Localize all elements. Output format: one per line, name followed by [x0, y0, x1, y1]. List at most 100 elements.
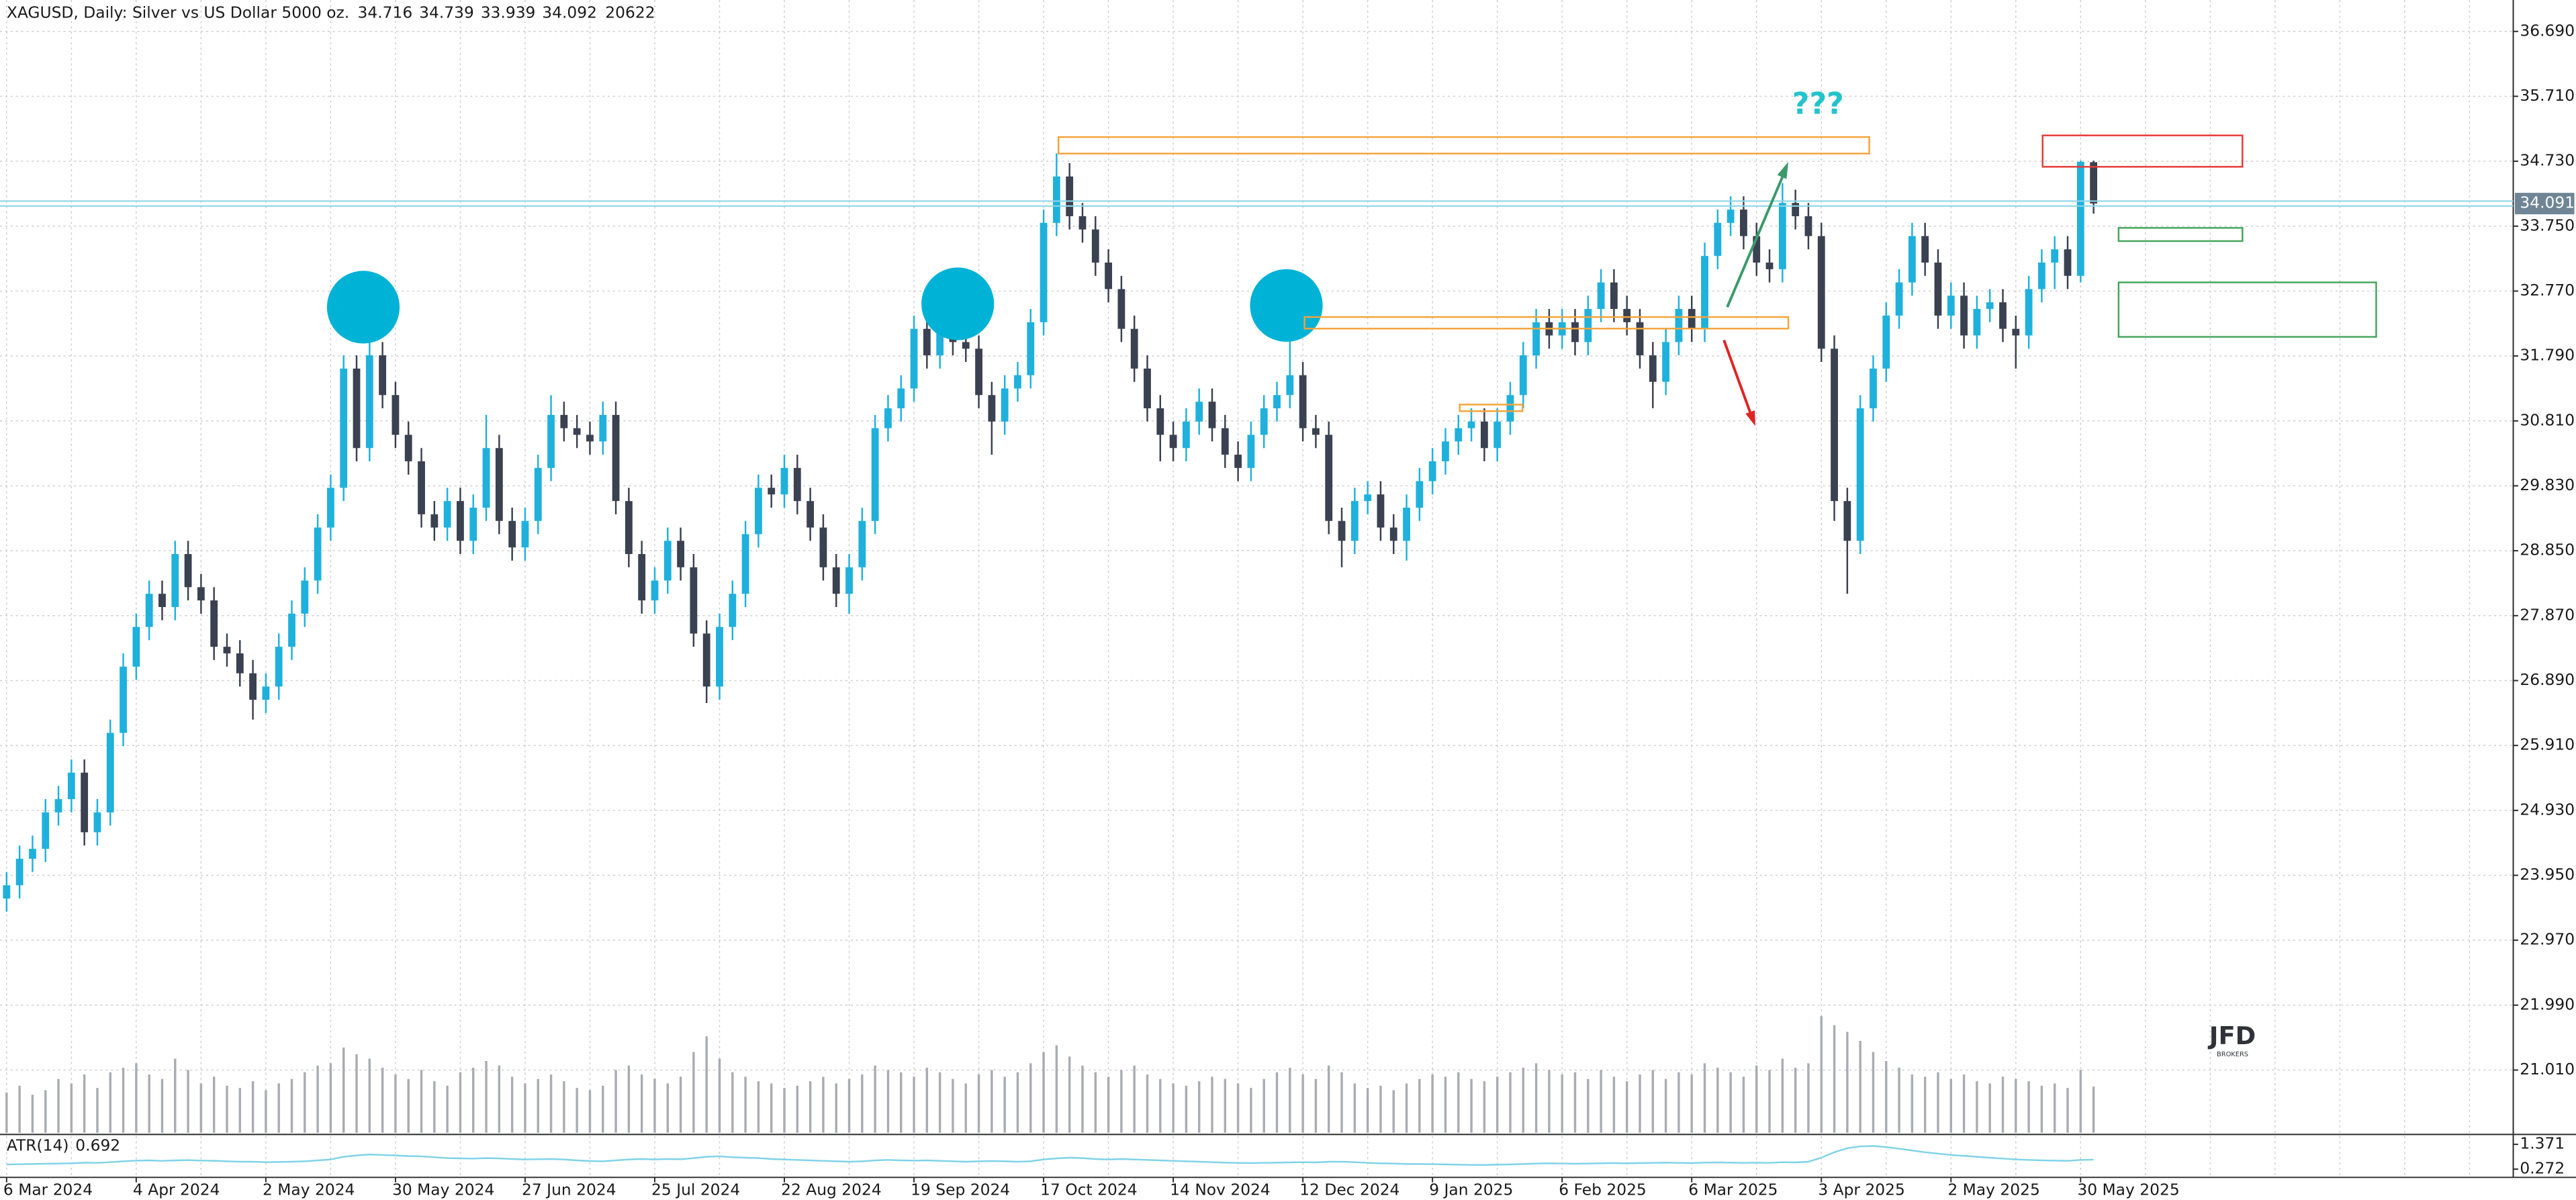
- candle-body: [1778, 203, 1786, 269]
- candle-body: [1195, 402, 1203, 422]
- candle-body: [197, 587, 205, 601]
- annotation-text: ???: [1792, 87, 1844, 121]
- candle-body: [1636, 322, 1644, 356]
- y-tick-label: 28.850: [2520, 541, 2575, 559]
- candle-body: [1584, 309, 1592, 342]
- y-tick-label: 24.930: [2520, 800, 2575, 819]
- logo-sub: BROKERS: [2217, 1051, 2248, 1058]
- candle-body: [1403, 508, 1410, 541]
- header-open: 34.716: [358, 3, 413, 21]
- candle-body: [1597, 282, 1605, 310]
- candle-body: [184, 554, 192, 588]
- candle-body: [599, 414, 607, 442]
- candle-body: [923, 328, 931, 356]
- marker-circle: [921, 267, 995, 340]
- candle-body: [573, 428, 581, 435]
- candle-body: [702, 633, 710, 687]
- candle-body: [1066, 176, 1074, 216]
- candle-body: [81, 772, 89, 833]
- candle-body: [1908, 236, 1916, 283]
- y-tick-label: 27.870: [2520, 605, 2575, 624]
- arrow-head: [1777, 161, 1789, 179]
- candle-body: [353, 368, 361, 449]
- y-tick-label: 21.010: [2520, 1060, 2575, 1078]
- header-high: 34.739: [419, 3, 474, 21]
- atr-label: ATR(14) 0.692: [7, 1136, 120, 1154]
- candle-body: [1870, 368, 1877, 409]
- candle-body: [340, 368, 348, 488]
- candle-body: [469, 508, 477, 541]
- candle-body: [1960, 295, 1968, 336]
- candle-body: [716, 627, 723, 687]
- drawings: ??? JFD BROKERS: [326, 87, 2377, 1058]
- candle-body: [1105, 263, 1112, 289]
- candle-body: [145, 594, 153, 627]
- atr-tick-label: 1.371: [2520, 1134, 2565, 1153]
- candle-body: [1843, 501, 1851, 541]
- candle-body: [404, 434, 412, 461]
- x-tick-label: 19 Sep 2024: [911, 1180, 1010, 1199]
- candle-body: [1740, 210, 1747, 236]
- y-tick-label: 22.970: [2520, 930, 2575, 949]
- candle-body: [586, 434, 594, 442]
- candle-body: [1078, 216, 1087, 230]
- candle-body: [819, 527, 827, 567]
- header-close: 34.092: [542, 3, 597, 21]
- arrow-head: [1745, 410, 1755, 426]
- candle-body: [936, 322, 944, 356]
- candle-body: [1831, 349, 1838, 502]
- zone-box: [1057, 136, 1870, 154]
- candle-body: [1493, 421, 1502, 449]
- candle-body: [858, 520, 866, 567]
- y-tick-label: 36.690: [2520, 21, 2575, 40]
- atr-line: [6, 1145, 2094, 1166]
- candle-body: [430, 514, 439, 528]
- candle-body: [171, 554, 179, 607]
- marker-circle: [326, 271, 400, 344]
- candle-body: [1506, 395, 1514, 422]
- candle-body: [962, 342, 970, 349]
- candle-body: [1753, 236, 1761, 263]
- candle-body: [988, 395, 996, 422]
- candle-body: [326, 488, 334, 528]
- candle-body: [2051, 249, 2059, 263]
- candle-body: [1182, 421, 1190, 449]
- x-tick-label: 2 May 2025: [1947, 1180, 2039, 1199]
- x-tick-label: 25 Jul 2024: [651, 1180, 740, 1199]
- candle-body: [1014, 375, 1021, 389]
- candle-body: [729, 594, 737, 627]
- candle-body: [884, 408, 892, 428]
- candle-body: [236, 653, 244, 674]
- candle-body: [1571, 322, 1579, 342]
- header-volume: 20622: [605, 3, 655, 21]
- candle-body: [314, 527, 322, 581]
- candle-body: [1260, 408, 1268, 435]
- candle-body: [262, 686, 270, 700]
- arrow: [1722, 339, 1752, 414]
- candle-body: [1428, 461, 1436, 481]
- y-tick-label: 33.750: [2520, 216, 2575, 234]
- logo: JFD: [2207, 1021, 2256, 1050]
- candle-body: [443, 501, 451, 528]
- candle-body: [3, 885, 11, 899]
- candle-body: [1052, 176, 1060, 223]
- candle-body: [1519, 355, 1527, 396]
- candle-body: [1895, 282, 1903, 316]
- candle-body: [1610, 282, 1618, 310]
- bid-label: 34.091: [2520, 193, 2575, 212]
- candle-body: [1532, 322, 1540, 356]
- candle-body: [871, 428, 879, 521]
- candle-body: [223, 647, 231, 654]
- candle-body: [1350, 501, 1359, 541]
- atr-name: ATR(14): [7, 1136, 69, 1154]
- candle-body: [1455, 428, 1463, 442]
- candle-body: [1234, 455, 1242, 468]
- atr-value: 0.692: [75, 1136, 120, 1154]
- candle-body: [301, 580, 309, 614]
- candle-body: [521, 520, 529, 548]
- candle-body: [1792, 203, 1800, 216]
- candle-body: [249, 673, 257, 700]
- candle-body: [1364, 494, 1372, 502]
- candle-body: [677, 541, 684, 567]
- candle-body: [2090, 162, 2098, 204]
